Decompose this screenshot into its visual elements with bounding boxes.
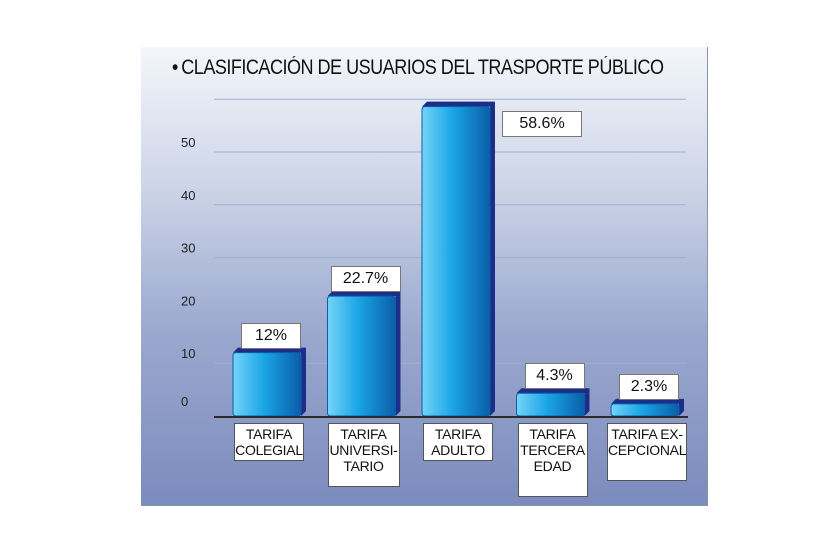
category-label: TARIFA ADULTO (423, 423, 493, 461)
data-label: 12% (241, 322, 301, 349)
y-tick-label: 20 (181, 293, 195, 308)
bar-depth (611, 398, 684, 416)
category-label: TARIFA COLEGIAL (234, 423, 304, 461)
y-tick-label: 40 (181, 188, 195, 203)
category-label: TARIFA EX- CEPCIONAL (607, 423, 687, 481)
y-tick-label: 10 (181, 346, 195, 361)
bar-face (232, 352, 302, 417)
bar-depth (516, 388, 590, 416)
bars (232, 101, 684, 417)
bar (421, 101, 495, 417)
category-label: TARIFA UNIVERSI- TARIO (327, 423, 400, 487)
data-label: 4.3% (524, 363, 585, 390)
bar-face (421, 106, 491, 417)
bar (610, 398, 684, 417)
title-bullet: • (172, 56, 178, 79)
bar (232, 347, 306, 417)
data-label: 58.6% (502, 110, 582, 137)
bar (327, 291, 401, 417)
y-tick-label: 0 (181, 394, 188, 409)
y-tick-labels: 0 10 20 30 40 50 (181, 135, 195, 409)
chart-title: • CLASIFICACIÓN DE USUARIOS DEL TRASPORTE… (172, 56, 664, 86)
category-label: TARIFA TERCERA EDAD (517, 423, 588, 497)
chart-title-text: CLASIFICACIÓN DE USUARIOS DEL TRASPORTE … (181, 56, 664, 79)
bar-face (610, 403, 680, 417)
y-tick-label: 30 (181, 241, 195, 256)
data-label: 22.7% (330, 266, 401, 293)
bar (516, 388, 590, 417)
data-label: 2.3% (619, 373, 679, 400)
y-tick-label: 50 (181, 135, 195, 150)
bar-face (327, 295, 396, 417)
bar-face (516, 392, 585, 417)
